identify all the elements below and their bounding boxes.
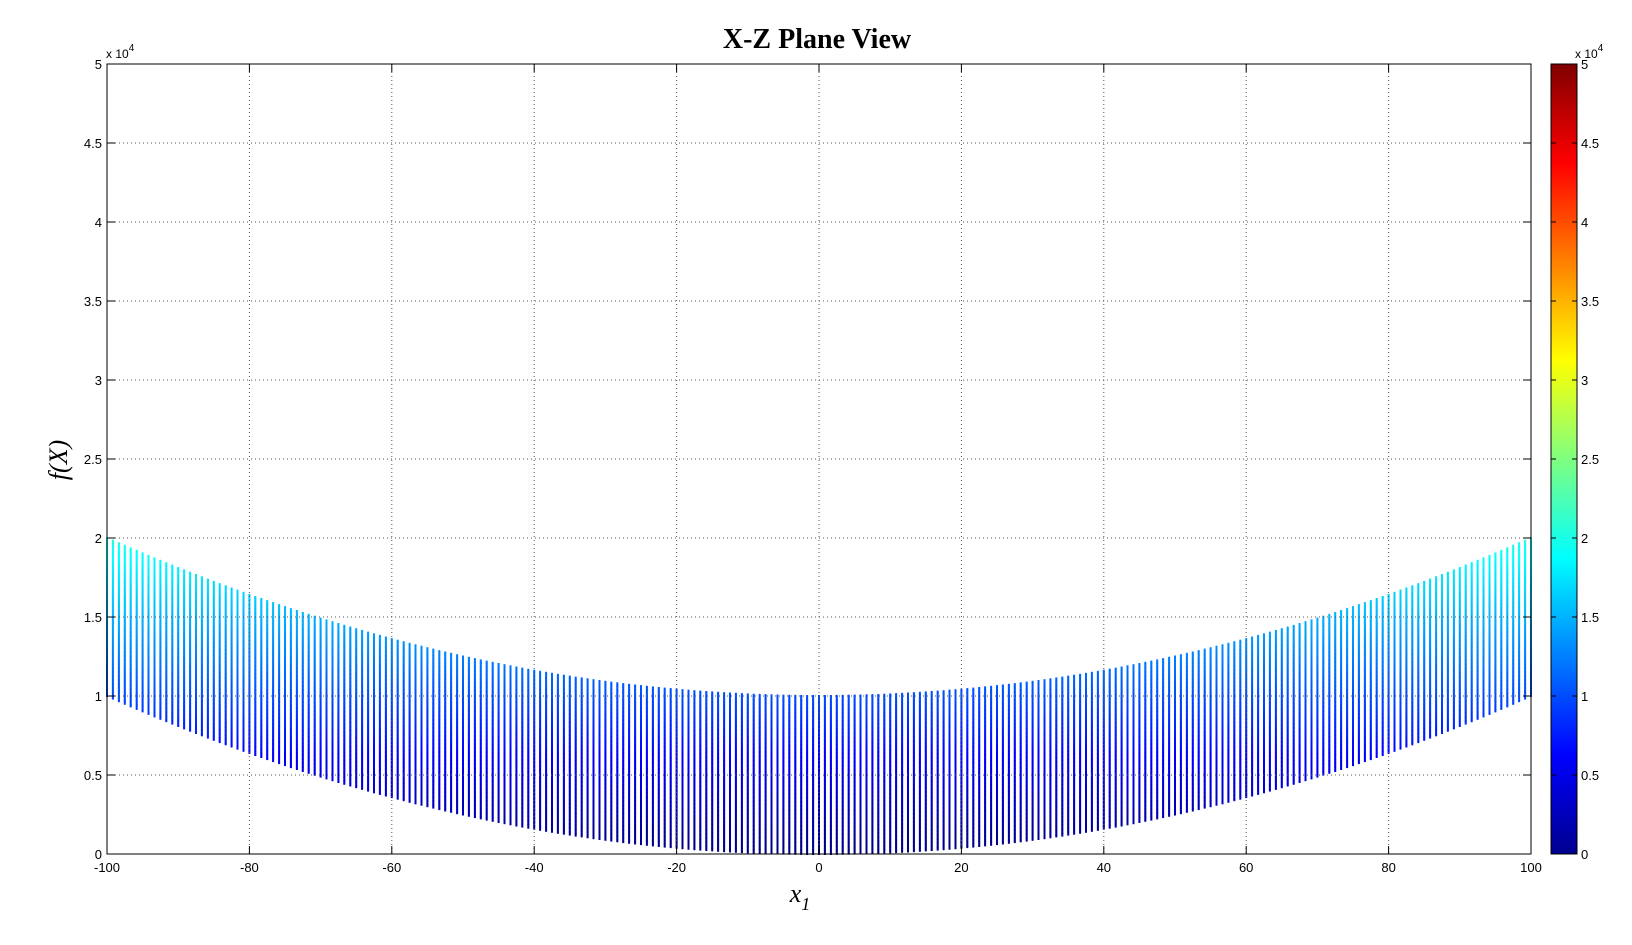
surface-point [296, 610, 298, 612]
surface-point [118, 542, 120, 544]
surface-point [165, 562, 167, 564]
surface-point [248, 594, 250, 596]
surface-point [195, 574, 197, 576]
surface-point [237, 590, 239, 592]
surface-point [243, 592, 245, 594]
surface-point [207, 579, 209, 581]
surface-point [254, 596, 256, 598]
surface-point [154, 557, 156, 559]
surface-point [136, 550, 138, 552]
surface-point [189, 572, 191, 574]
surface-point [177, 567, 179, 569]
surface-point [142, 552, 144, 554]
surface-point [148, 555, 150, 557]
surface-point [272, 602, 274, 604]
surface-point [290, 608, 292, 610]
surface-point [278, 604, 280, 606]
surface-point [213, 581, 215, 583]
surface-point [284, 606, 286, 608]
surface-point [266, 600, 268, 602]
surface-point [219, 583, 221, 585]
surface-point [171, 565, 173, 567]
surface-point [112, 540, 114, 542]
surface-point [159, 560, 161, 562]
surface-point [124, 545, 126, 547]
surface-point [201, 576, 203, 578]
surface-point [130, 547, 132, 549]
surface-point [231, 588, 233, 590]
surface-point [260, 598, 262, 600]
surface-point [308, 614, 310, 616]
surface-point [183, 569, 185, 571]
surface-point [302, 612, 304, 614]
surface-point [225, 585, 227, 587]
chart-title: X-Z Plane View [723, 24, 912, 55]
